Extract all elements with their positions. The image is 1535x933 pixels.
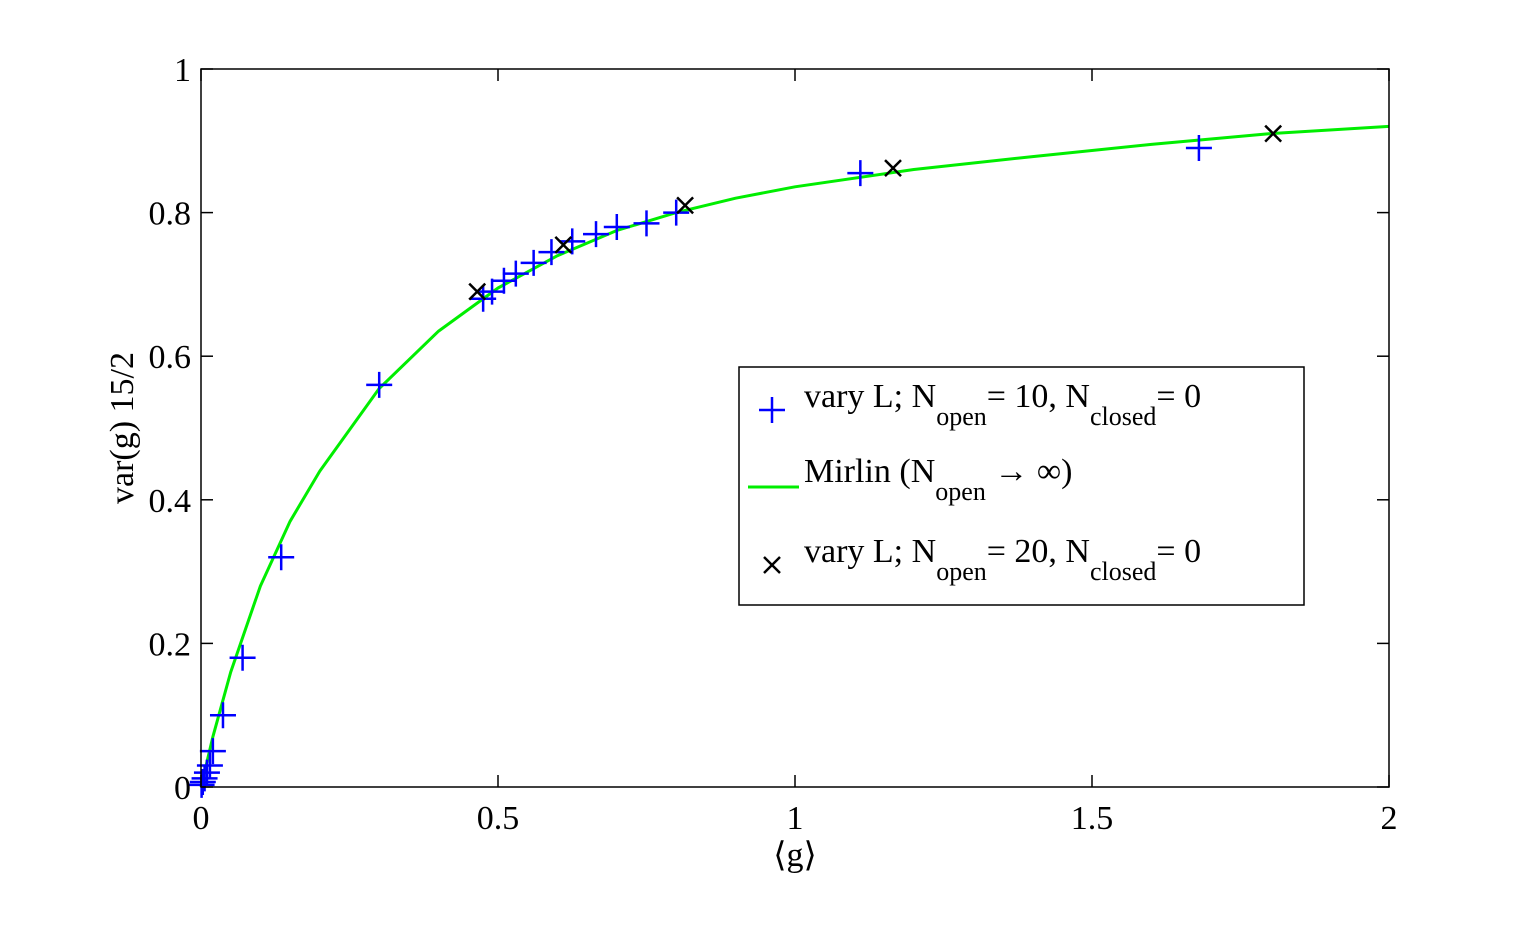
data-point-plus [633, 210, 660, 237]
legend-text: = 0 [1156, 378, 1201, 415]
y-tick-label: 0.8 [149, 196, 192, 233]
legend-subscript: open [936, 402, 987, 431]
y-tick-label: 1 [174, 52, 191, 89]
y-tick-label: 0.4 [149, 483, 192, 520]
data-point-plus [520, 249, 547, 276]
y-tick-label: 0.6 [149, 339, 192, 376]
data-point-plus [479, 278, 506, 305]
legend-text: = 10, N [987, 378, 1090, 415]
data-point-plus [603, 213, 630, 240]
legend-entry-series-1: vary L; Nopen= 10, Nclosed= 0 [759, 378, 1201, 431]
data-point-x [676, 196, 694, 215]
data-point-x [1264, 124, 1283, 143]
data-point-plus [199, 738, 226, 765]
legend-label-series-3: vary L; Nopen= 20, Nclosed= 0 [804, 533, 1201, 586]
legend-subscript: closed [1090, 402, 1156, 431]
data-point-plus [490, 267, 517, 294]
data-point-plus [538, 239, 565, 266]
y-tick-label: 0 [174, 770, 191, 807]
data-point-plus [193, 759, 220, 786]
data-point-plus [209, 702, 236, 729]
data-point-plus [366, 371, 393, 398]
legend-subscript: open [936, 557, 987, 586]
series-2-line [199, 124, 1390, 788]
legend-entry-series-3: vary L; Nopen= 20, Nclosed= 0 [763, 533, 1201, 586]
data-point-plus [559, 228, 586, 255]
legend-plus-marker [759, 397, 785, 423]
x-tick-label: 0.5 [477, 800, 520, 837]
data-point-plus [502, 260, 529, 287]
tick-labels: 0 0.5 1 1.5 2 0 0.2 0.4 0.6 0.8 1 [149, 52, 1398, 837]
legend-text: → ∞) [986, 453, 1073, 490]
data-point-x [884, 159, 902, 177]
x-tick-label: 2 [1381, 800, 1398, 837]
legend-text: = 0 [1156, 533, 1201, 570]
data-point-plus [1185, 134, 1212, 161]
legend-text: Mirlin (N [804, 453, 935, 490]
legend-subscript: open [935, 477, 986, 506]
legend-text: vary L; N [804, 378, 936, 415]
y-tick-label: 0.2 [149, 626, 192, 663]
data-point-plus [583, 221, 610, 248]
data-point-plus [663, 199, 690, 226]
legend-box [738, 366, 1305, 606]
x-axis-label: ⟨g⟩ [773, 837, 817, 874]
legend-text: = 20, N [987, 533, 1090, 570]
legend-entry-series-2: Mirlin (Nopen → ∞) [748, 453, 1072, 506]
x-tick-label: 0 [193, 800, 210, 837]
legend-x-marker [763, 556, 781, 574]
axis-ticks [200, 68, 1390, 788]
legend-label-series-1: vary L; Nopen= 10, Nclosed= 0 [804, 378, 1201, 431]
data-point-plus [847, 160, 874, 187]
legend-text: vary L; N [804, 533, 936, 570]
y-axis-label: var(g) 15/2 [104, 352, 141, 504]
legend-subscript: closed [1090, 557, 1156, 586]
data-point-plus [268, 544, 295, 571]
data-point-plus [229, 644, 256, 671]
x-tick-label: 1.5 [1071, 800, 1114, 837]
legend: vary L; Nopen= 10, Nclosed= 0 Mirlin (No… [738, 366, 1305, 606]
data-point-x [468, 282, 487, 301]
data-point-x [554, 236, 573, 254]
x-tick-label: 1 [787, 800, 804, 837]
legend-label-series-2: Mirlin (Nopen → ∞) [804, 453, 1072, 506]
